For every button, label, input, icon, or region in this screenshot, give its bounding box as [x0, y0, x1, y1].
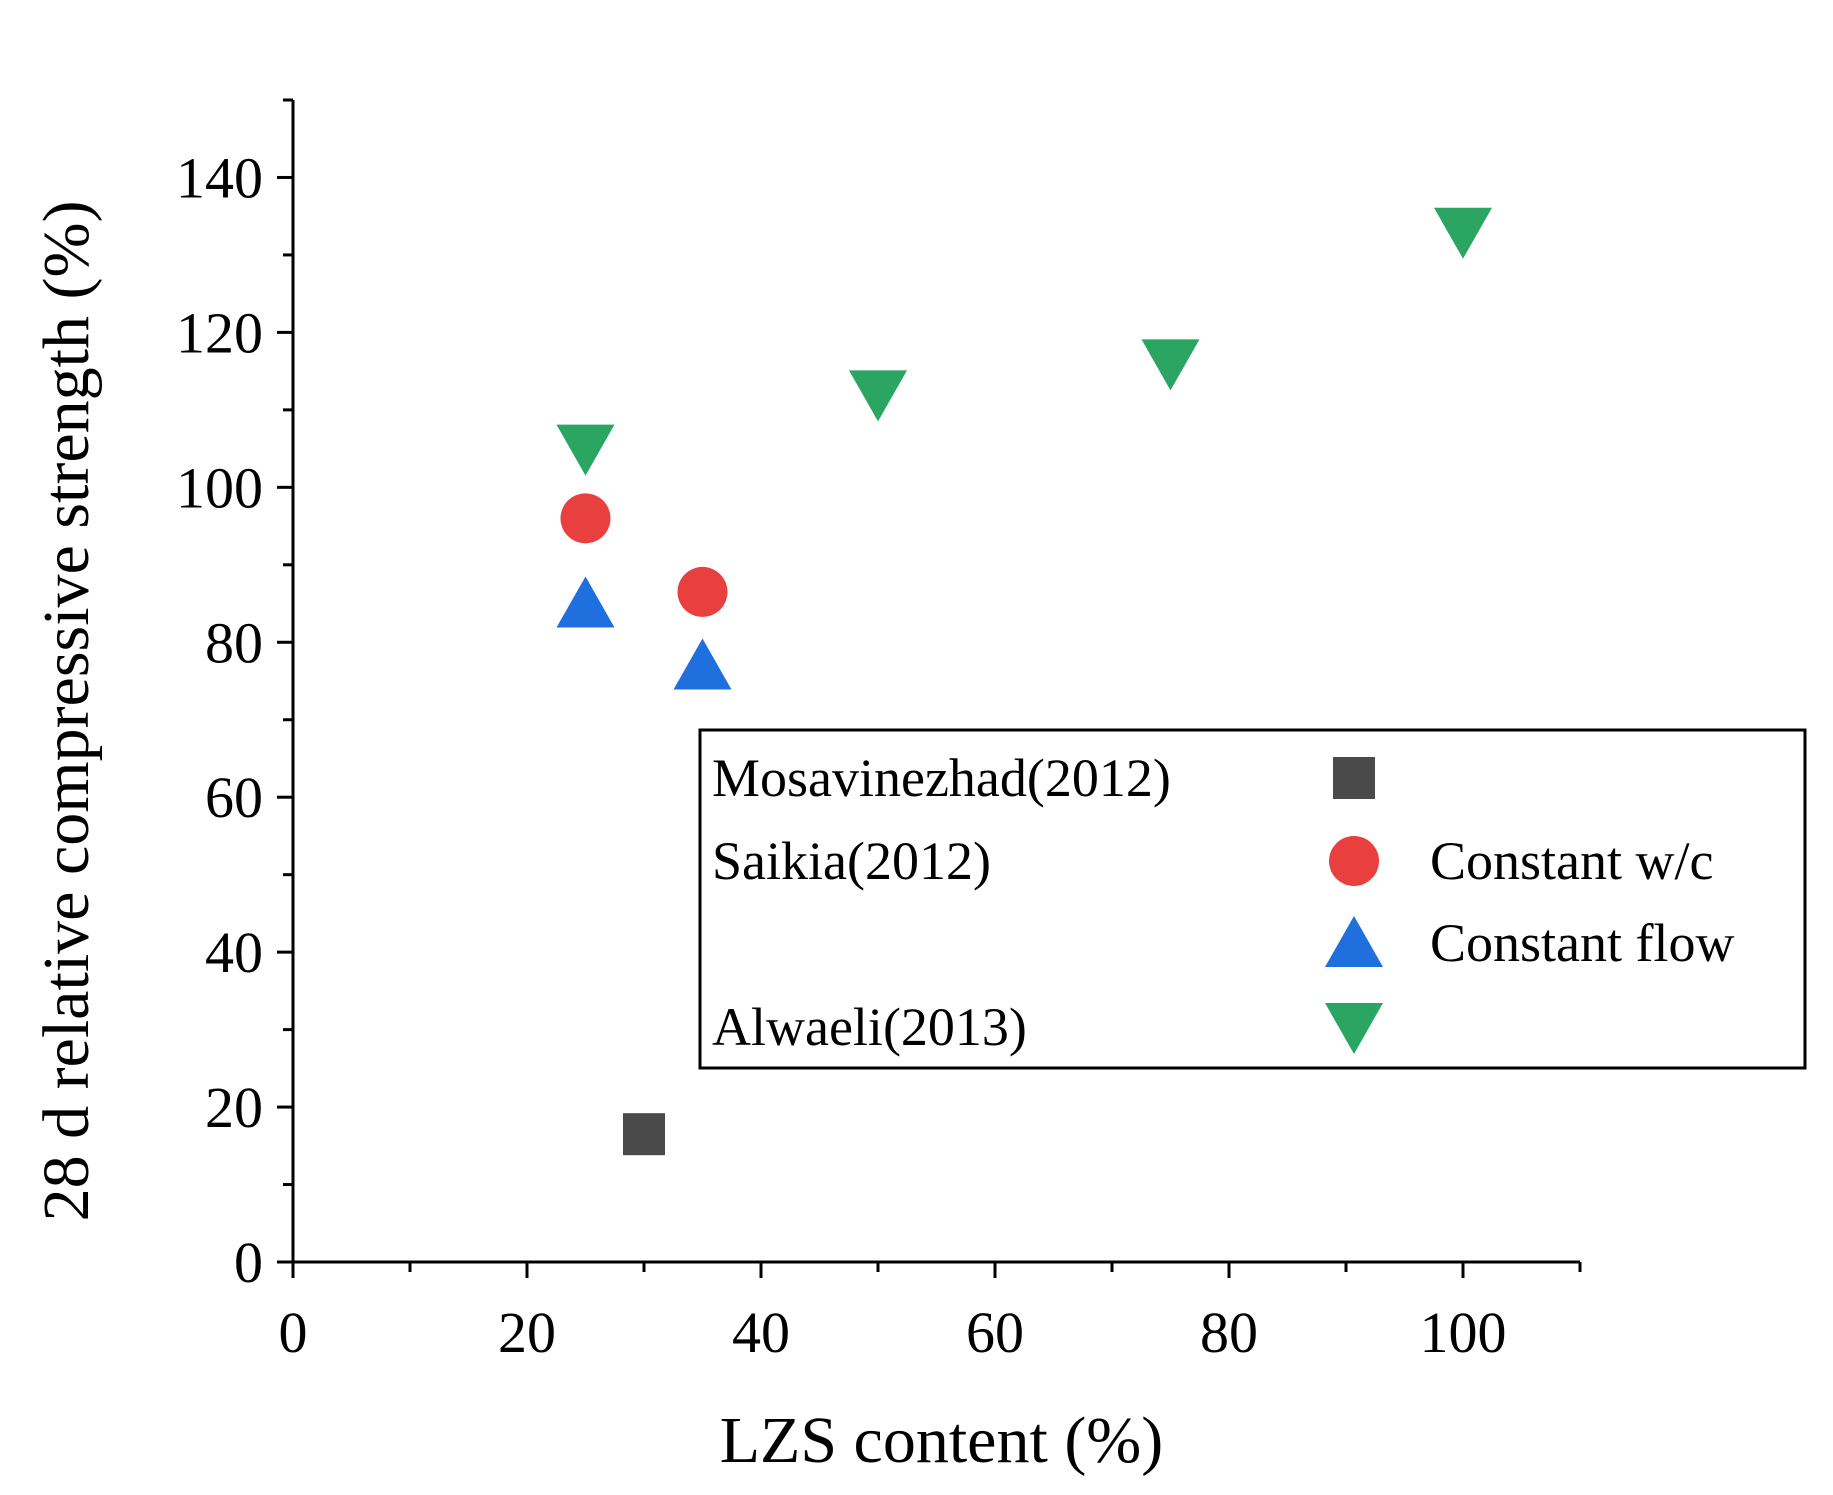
x-tick-label: 40 — [732, 1300, 790, 1365]
x-tick-label: 20 — [498, 1300, 556, 1365]
y-tick-label: 80 — [205, 610, 263, 675]
legend-group-label: Saikia(2012) — [712, 831, 991, 891]
data-point-square — [623, 1113, 665, 1156]
legend-marker-triangle-up — [1325, 916, 1383, 967]
x-tick-label: 60 — [966, 1300, 1024, 1365]
data-points — [556, 207, 1492, 1156]
y-axis-title: 28 d relative compressive strength (%) — [30, 201, 103, 1222]
x-tick-label: 80 — [1200, 1300, 1258, 1365]
axis-ticks: 0 20 40 60 80 100 0 20 40 60 80 100 120 140 — [176, 98, 1582, 1365]
data-point-circle — [677, 566, 728, 617]
y-tick-label: 40 — [205, 920, 263, 985]
y-tick-label: 20 — [205, 1075, 263, 1140]
legend-box — [698, 728, 1807, 1070]
y-tick-label: 140 — [176, 145, 263, 210]
data-point-triangle-down — [1434, 207, 1492, 259]
data-point-triangle-down — [556, 424, 615, 476]
legend-marker-triangle-down — [1325, 1003, 1383, 1054]
y-tick-label: 60 — [205, 765, 263, 830]
x-tick-label: 0 — [279, 1300, 308, 1365]
y-tick-label: 0 — [234, 1230, 263, 1295]
data-point-triangle-up — [673, 638, 732, 690]
data-point-triangle-down — [1141, 339, 1200, 391]
x-tick-label: 100 — [1420, 1300, 1507, 1365]
data-point-circle — [560, 493, 611, 544]
y-tick-label: 100 — [176, 455, 263, 520]
y-tick-label: 120 — [176, 300, 263, 365]
legend-group-label: Alwaeli(2013) — [712, 997, 1027, 1057]
legend: Mosavinezhad(2012) Saikia(2012) Constant w… — [698, 728, 1807, 1070]
legend-series-label: Constant w/c — [1430, 831, 1713, 891]
x-axis-title: LZS content (%) — [720, 1404, 1164, 1477]
legend-series-label: Constant flow — [1430, 913, 1735, 973]
legend-marker-circle — [1329, 836, 1379, 886]
axes: LZS content (%) 28 d relative compressive… — [30, 100, 1580, 1477]
legend-marker-square — [1333, 757, 1375, 799]
data-point-triangle-up — [556, 576, 615, 628]
legend-group-label: Mosavinezhad(2012) — [712, 748, 1171, 808]
data-point-triangle-down — [849, 370, 907, 422]
